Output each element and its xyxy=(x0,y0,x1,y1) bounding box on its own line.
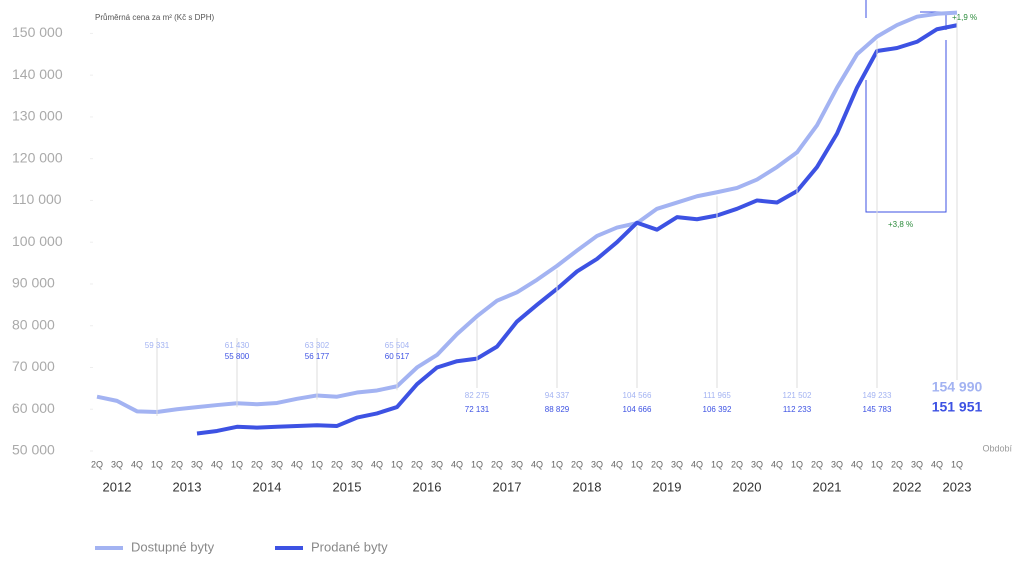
x-tick-label: 3Q xyxy=(351,459,363,469)
value-label: 63 302 xyxy=(305,341,330,350)
x-tick-label: 4Q xyxy=(851,459,863,469)
x-tick-label: 1Q xyxy=(391,459,403,469)
x-tick-label: 4Q xyxy=(611,459,623,469)
x-tick-label: 3Q xyxy=(591,459,603,469)
x-tick-label: 2Q xyxy=(91,459,103,469)
value-label: 104 566 xyxy=(623,391,652,400)
x-tick-label: 3Q xyxy=(271,459,283,469)
y-tick-label: 150 000 xyxy=(12,24,63,40)
value-label: 104 666 xyxy=(623,405,652,414)
y-tick-label: 70 000 xyxy=(12,358,55,374)
x-tick-label: 4Q xyxy=(211,459,223,469)
series-line xyxy=(96,10,958,415)
x-tick-label: 2Q xyxy=(251,459,263,469)
series-line xyxy=(196,23,958,436)
y-tick-label: 140 000 xyxy=(12,66,63,82)
year-label: 2020 xyxy=(733,479,762,494)
bracket xyxy=(865,40,947,213)
value-label: 60 517 xyxy=(385,352,410,361)
year-label: 2019 xyxy=(653,479,682,494)
value-label: 149 233 xyxy=(863,391,892,400)
value-label: 82 275 xyxy=(465,391,490,400)
value-label: 61 430 xyxy=(225,341,250,350)
x-tick-label: 3Q xyxy=(191,459,203,469)
x-tick-label: 2Q xyxy=(571,459,583,469)
x-tick-label: 3Q xyxy=(671,459,683,469)
year-label: 2014 xyxy=(253,479,282,494)
value-label: 145 783 xyxy=(863,405,892,414)
year-label: 2015 xyxy=(333,479,362,494)
x-tick-label: 4Q xyxy=(131,459,143,469)
year-label: 2013 xyxy=(173,479,202,494)
value-label: 151 951 xyxy=(932,399,983,415)
year-label: 2012 xyxy=(103,479,132,494)
x-tick-label: 3Q xyxy=(911,459,923,469)
value-label: 94 337 xyxy=(545,391,570,400)
year-label: 2018 xyxy=(573,479,602,494)
x-tick-label: 4Q xyxy=(291,459,303,469)
x-tick-label: 4Q xyxy=(771,459,783,469)
value-label: 59 331 xyxy=(145,341,170,350)
x-tick-label: 2Q xyxy=(731,459,743,469)
x-tick-label: 2Q xyxy=(651,459,663,469)
x-tick-label: 3Q xyxy=(831,459,843,469)
x-tick-label: 1Q xyxy=(151,459,163,469)
x-tick-label: 2Q xyxy=(171,459,183,469)
x-tick-label: 4Q xyxy=(931,459,943,469)
value-label: 112 233 xyxy=(783,405,812,414)
chart-subtitle: Průměrná cena za m² (Kč s DPH) xyxy=(95,13,214,22)
x-tick-label: 4Q xyxy=(531,459,543,469)
x-tick-label: 4Q xyxy=(371,459,383,469)
x-tick-label: 3Q xyxy=(431,459,443,469)
x-tick-label: 1Q xyxy=(551,459,563,469)
y-tick-label: 80 000 xyxy=(12,316,55,332)
annotation: +1,9 % xyxy=(952,13,977,22)
value-label: 121 502 xyxy=(783,391,812,400)
y-tick-label: 130 000 xyxy=(12,108,63,124)
x-tick-label: 1Q xyxy=(471,459,483,469)
y-tick-label: 90 000 xyxy=(12,275,55,291)
value-label: 55 800 xyxy=(225,352,250,361)
y-tick-label: 50 000 xyxy=(12,442,55,458)
x-tick-label: 1Q xyxy=(951,459,963,469)
y-tick-label: 110 000 xyxy=(12,191,62,207)
y-tick-label: 100 000 xyxy=(12,233,63,249)
legend-label: Prodané byty xyxy=(311,539,388,554)
x-tick-label: 2Q xyxy=(411,459,423,469)
x-tick-label: 3Q xyxy=(751,459,763,469)
x-tick-label: 2Q xyxy=(891,459,903,469)
x-tick-label: 1Q xyxy=(791,459,803,469)
x-tick-label: 4Q xyxy=(691,459,703,469)
value-label: 88 829 xyxy=(545,405,570,414)
value-label: 56 177 xyxy=(305,352,330,361)
x-tick-label: 1Q xyxy=(871,459,883,469)
value-label: 106 392 xyxy=(703,405,732,414)
x-tick-label: 1Q xyxy=(631,459,643,469)
year-label: 2023 xyxy=(943,479,972,494)
value-label: 72 131 xyxy=(465,405,490,414)
x-tick-label: 1Q xyxy=(711,459,723,469)
year-label: 2022 xyxy=(893,479,922,494)
value-label: 154 990 xyxy=(932,379,983,395)
year-label: 2021 xyxy=(813,479,842,494)
y-tick-label: 120 000 xyxy=(12,149,63,165)
x-tick-label: 1Q xyxy=(311,459,323,469)
x-tick-label: 2Q xyxy=(331,459,343,469)
x-axis-label: Období xyxy=(982,443,1012,453)
x-tick-label: 2Q xyxy=(491,459,503,469)
x-tick-label: 3Q xyxy=(511,459,523,469)
year-label: 2017 xyxy=(493,479,522,494)
x-tick-label: 4Q xyxy=(451,459,463,469)
year-label: 2016 xyxy=(413,479,442,494)
x-tick-label: 1Q xyxy=(231,459,243,469)
x-tick-label: 2Q xyxy=(811,459,823,469)
annotation: +3,8 % xyxy=(888,220,913,229)
value-label: 111 965 xyxy=(703,391,731,400)
y-tick-label: 60 000 xyxy=(12,400,55,416)
x-tick-label: 3Q xyxy=(111,459,123,469)
value-label: 65 504 xyxy=(385,341,410,350)
legend-label: Dostupné byty xyxy=(131,539,215,554)
